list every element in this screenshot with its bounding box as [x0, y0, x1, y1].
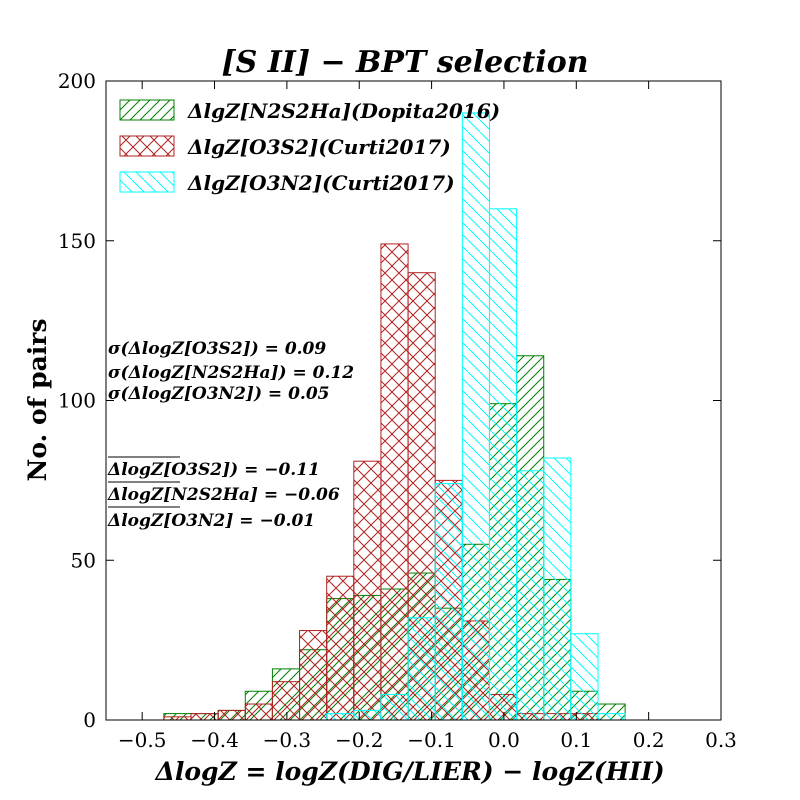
y-axis-label: No. of pairs	[23, 318, 52, 481]
bar-o3s2-6	[326, 575, 355, 721]
x-axis-label: ΔlogZ = logZ(DIG/LIER) − logZ(HII)	[153, 757, 664, 786]
x-tick-label: −0.4	[190, 728, 239, 752]
bar-o3n2-0	[326, 713, 355, 721]
bars-layer	[163, 112, 626, 721]
annotation-sigma-n2s2ha: σ(ΔlogZ[N2S2Ha]) = 0.12	[108, 363, 354, 383]
x-tick-label: 0.0	[488, 728, 520, 752]
bar-o3s2-5	[299, 630, 328, 721]
y-tick-label: 0	[83, 708, 96, 732]
bar-o3n2-8	[543, 457, 572, 721]
bar-o3s2-4	[271, 681, 301, 721]
bar-o3n2-1	[353, 709, 382, 721]
bar-o3s2-7	[353, 460, 382, 721]
x-tick-label: 0.3	[705, 728, 737, 752]
annotations: σ(ΔlogZ[O3S2]) = 0.09 σ(ΔlogZ[N2S2Ha]) =…	[107, 339, 354, 531]
annotation-sigma-o3n2: σ(ΔlogZ[O3N2]) = 0.05	[108, 384, 329, 404]
legend-label-n2s2ha: ΔlgZ[N2S2Ha](Dopita2016)	[187, 99, 500, 123]
y-tick-label: 50	[71, 548, 96, 572]
annotation-mean-o3s2: ΔlogZ[O3S2]) = −0.11	[107, 460, 320, 480]
legend-swatch-n2s2ha	[119, 99, 175, 121]
x-tick-label: 0.2	[633, 728, 665, 752]
legend-swatch-o3n2	[119, 171, 175, 193]
y-tick-label: 150	[58, 229, 96, 253]
bar-o3s2-2	[217, 709, 246, 721]
bar-o3n2-9	[570, 633, 599, 721]
bar-o3n2-7	[516, 470, 545, 721]
annotation-sigma-o3s2: σ(ΔlogZ[O3S2]) = 0.09	[108, 339, 326, 359]
bar-o3n2-5	[461, 112, 490, 721]
y-tick-label: 100	[58, 389, 96, 413]
x-tick-label: 0.1	[560, 728, 592, 752]
legend-label-o3s2: ΔlgZ[O3S2](Curti2017)	[187, 135, 451, 159]
y-tick-label: 200	[58, 69, 96, 93]
legend-label-o3n2: ΔlgZ[O3N2](Curti2017)	[187, 171, 455, 195]
x-tick-label: −0.1	[407, 728, 456, 752]
bar-o3n2-10	[597, 713, 626, 721]
annotation-mean-o3n2: ΔlogZ[O3N2] = −0.01	[107, 511, 315, 531]
legend: ΔlgZ[N2S2Ha](Dopita2016) ΔlgZ[O3S2](Curt…	[119, 99, 500, 195]
annotation-mean-n2s2ha: ΔlogZ[N2S2Ha] = −0.06	[107, 485, 340, 505]
x-tick-label: −0.2	[335, 728, 384, 752]
bar-o3s2-3	[244, 703, 273, 721]
chart-title: [S II] − BPT selection	[221, 45, 588, 80]
bar-o3s2-8	[380, 243, 409, 721]
bar-o3n2-3	[407, 617, 436, 721]
bar-o3n2-4	[434, 483, 463, 721]
bar-o3n2-6	[488, 208, 518, 721]
legend-swatch-o3s2	[119, 135, 175, 157]
ticks-layer: −0.5 −0.4 −0.3 −0.2 −0.1 0.0 0.1 0.2 0.3 0 50 100 15…	[58, 69, 737, 752]
bar-o3n2-2	[380, 693, 409, 721]
x-tick-label: −0.5	[118, 728, 167, 752]
x-tick-label: −0.3	[263, 728, 312, 752]
